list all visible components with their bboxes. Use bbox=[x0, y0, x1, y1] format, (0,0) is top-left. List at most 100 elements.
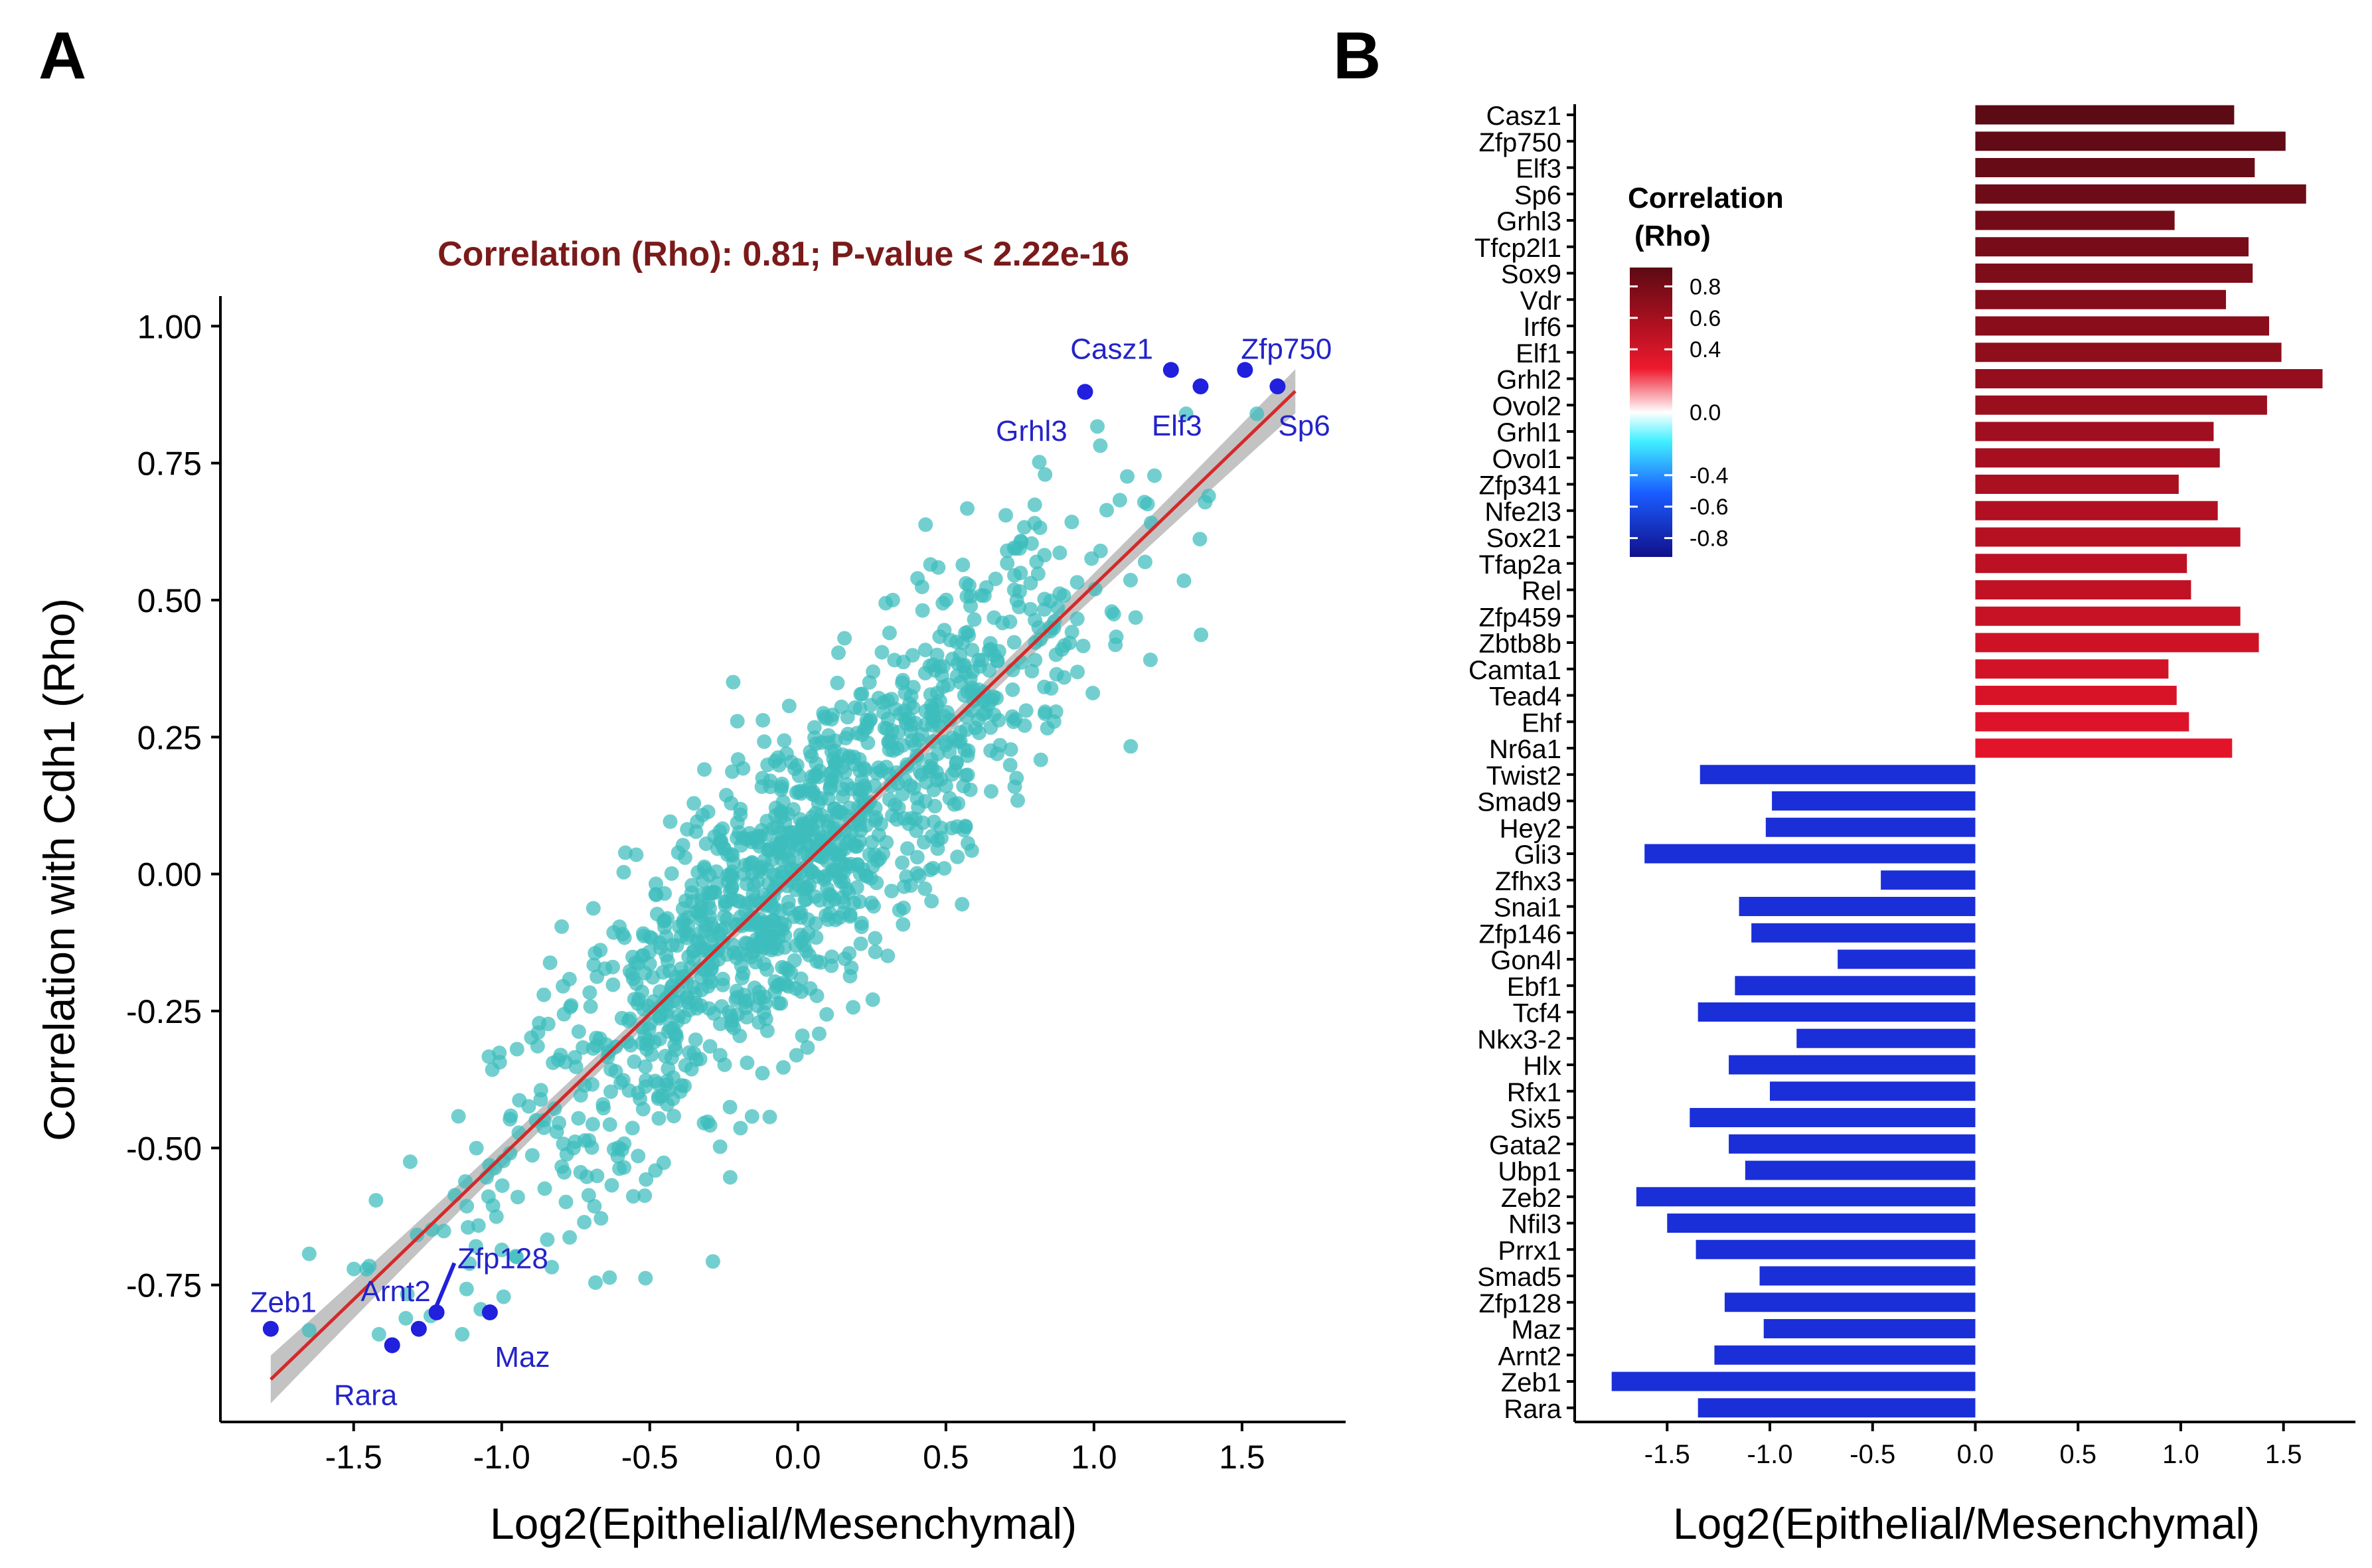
category-label: Nkx3-2 bbox=[1477, 1025, 1561, 1054]
scatter-point bbox=[760, 757, 775, 773]
scatter-point bbox=[631, 1148, 646, 1164]
scatter-point bbox=[492, 1055, 507, 1070]
category-label: Hlx bbox=[1523, 1052, 1561, 1081]
scatter-point bbox=[733, 1121, 748, 1136]
scatter-point bbox=[712, 927, 727, 942]
scatter-point bbox=[862, 674, 877, 690]
bar-snai1 bbox=[1739, 897, 1976, 916]
scatter-point bbox=[536, 1113, 552, 1128]
scatter-point bbox=[718, 894, 733, 909]
scatter-points bbox=[301, 406, 1265, 1342]
scatter-point bbox=[817, 870, 832, 885]
legend-tick-label: -0.6 bbox=[1690, 495, 1729, 520]
scatter-point bbox=[1007, 779, 1022, 795]
category-label: Casz1 bbox=[1486, 102, 1561, 131]
scatter-point bbox=[1120, 469, 1135, 484]
bar-gon4l bbox=[1838, 949, 1976, 969]
scatter-point bbox=[571, 1111, 586, 1126]
bar-smad5 bbox=[1759, 1266, 1976, 1286]
scatter-point bbox=[746, 917, 760, 932]
scatter-point bbox=[542, 955, 558, 971]
scatter-point bbox=[688, 904, 704, 919]
scatter-point bbox=[547, 1101, 562, 1117]
scatter-point bbox=[530, 1025, 546, 1040]
scatter-point bbox=[730, 714, 745, 729]
bar-zeb1 bbox=[1611, 1372, 1976, 1391]
scatter-point bbox=[856, 761, 872, 776]
scatter-point bbox=[674, 1078, 689, 1093]
scatter-point bbox=[1052, 545, 1067, 560]
bar-irf6 bbox=[1975, 316, 2270, 336]
scatter-point bbox=[959, 589, 975, 604]
bar-x-tick-label: -1.0 bbox=[1747, 1440, 1793, 1469]
x-tick-label: -1.5 bbox=[325, 1439, 382, 1476]
scatter-point bbox=[677, 850, 692, 865]
bar-gata2 bbox=[1729, 1134, 1976, 1154]
scatter-point bbox=[495, 1178, 510, 1193]
bar-ovol1 bbox=[1975, 448, 2220, 468]
scatter-point bbox=[769, 880, 784, 895]
scatter-point bbox=[1038, 706, 1052, 722]
scatter-point bbox=[625, 971, 641, 986]
category-label: Grhl3 bbox=[1496, 207, 1561, 236]
scatter-point bbox=[698, 836, 714, 851]
bar-zfp750 bbox=[1975, 131, 2286, 151]
bar-zfp341 bbox=[1975, 475, 2179, 494]
scatter-point bbox=[436, 1223, 451, 1239]
scatter-point bbox=[924, 894, 939, 909]
scatter-point bbox=[837, 823, 852, 838]
scatter-point bbox=[629, 847, 644, 862]
scatter-point bbox=[871, 690, 886, 706]
scatter-point bbox=[1007, 568, 1022, 583]
bar-hlx bbox=[1729, 1055, 1976, 1075]
scatter-point bbox=[864, 834, 880, 850]
category-label: Snai1 bbox=[1494, 894, 1561, 923]
scatter-point bbox=[927, 799, 943, 814]
scatter-point bbox=[568, 1134, 583, 1149]
scatter-point bbox=[562, 1230, 578, 1245]
x-tick-label: 0.5 bbox=[923, 1439, 969, 1476]
scatter-point bbox=[1000, 556, 1015, 571]
bar-tcf4 bbox=[1698, 1002, 1976, 1022]
legend-tick-label: 0.4 bbox=[1690, 337, 1721, 362]
scatter-point bbox=[1140, 497, 1155, 512]
scatter-point bbox=[959, 576, 974, 591]
scatter-point bbox=[359, 1261, 374, 1277]
bar-zfp459 bbox=[1975, 606, 2241, 626]
scatter-point bbox=[509, 1042, 524, 1057]
scatter-point bbox=[716, 841, 732, 856]
scatter-point bbox=[896, 655, 911, 670]
regression-line bbox=[270, 390, 1297, 1381]
scatter-point bbox=[730, 1007, 746, 1022]
category-label: Sox21 bbox=[1486, 524, 1561, 553]
scatter-point bbox=[715, 821, 730, 836]
scatter-point bbox=[1002, 757, 1018, 773]
bar-sox21 bbox=[1975, 527, 2241, 547]
scatter-point bbox=[368, 1193, 384, 1208]
bar-zfp128 bbox=[1724, 1293, 1976, 1312]
scatter-point bbox=[967, 612, 982, 627]
scatter-point bbox=[451, 1109, 466, 1124]
highlight-point-zfp750 bbox=[1237, 362, 1253, 378]
label-connector bbox=[434, 1262, 457, 1307]
panel-b-label: B bbox=[1333, 19, 1381, 93]
scatter-point bbox=[524, 1148, 540, 1163]
scatter-point bbox=[865, 992, 880, 1007]
scatter-point bbox=[554, 1159, 570, 1174]
category-label: Maz bbox=[1511, 1316, 1561, 1345]
scatter-point bbox=[730, 893, 745, 908]
scatter-point bbox=[503, 1146, 518, 1161]
legend-tick-label: 0.6 bbox=[1690, 306, 1721, 331]
scatter-point bbox=[724, 868, 740, 883]
bar-x-tick-label: 0.0 bbox=[1957, 1440, 1994, 1469]
scatter-point bbox=[602, 1270, 617, 1285]
scatter-point bbox=[686, 796, 702, 811]
scatter-point bbox=[917, 643, 933, 658]
scatter-point bbox=[781, 825, 796, 840]
scatter-point bbox=[556, 1006, 572, 1022]
category-label: Zeb1 bbox=[1501, 1368, 1561, 1397]
highlight-point-rara bbox=[384, 1337, 400, 1354]
scatter-point bbox=[807, 720, 822, 735]
scatter-point bbox=[459, 1281, 474, 1296]
category-label: Tead4 bbox=[1489, 682, 1561, 712]
